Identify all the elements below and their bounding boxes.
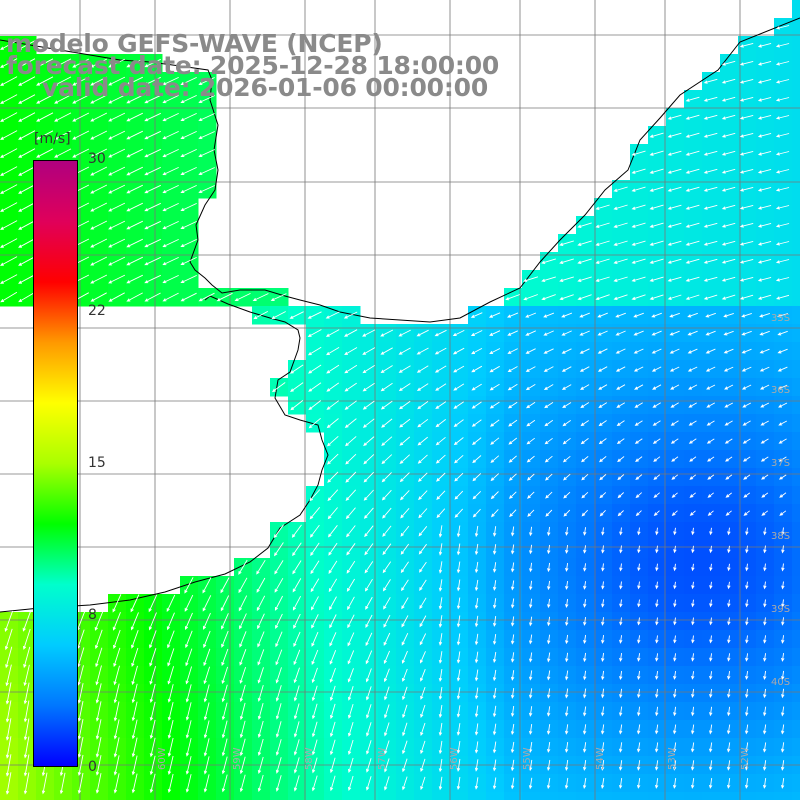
colorbar: [33, 160, 78, 767]
longitude-label: 56W: [449, 747, 460, 770]
longitude-label: 58W: [304, 747, 315, 770]
colorbar-tick-22: 22: [88, 303, 106, 319]
latitude-label: 38S: [771, 531, 790, 542]
colorbar-tick-8: 8: [88, 607, 97, 623]
colorbar-tick-0: 0: [88, 759, 97, 775]
longitude-label: 55W: [522, 747, 533, 770]
latitude-label: 36S: [771, 385, 790, 396]
wind-arrows: [0, 25, 790, 795]
latitude-label: 39S: [771, 604, 790, 615]
longitude-label: 54W: [595, 747, 606, 770]
forecast-date: forecast date: 2025-12-28 18:00:00: [6, 51, 500, 80]
longitude-label: 52W: [740, 747, 751, 770]
longitude-label: 59W: [232, 747, 243, 770]
longitude-label: 57W: [377, 747, 388, 770]
latitude-label: 40S: [771, 677, 790, 688]
latitude-label: 35S: [771, 313, 790, 324]
longitude-label: 60W: [157, 747, 168, 770]
latitude-label: 37S: [771, 458, 790, 469]
longitude-labels: 60W 59W 58W 57W 56W 55W 54W 53W 52W: [157, 747, 751, 770]
coastline: [0, 17, 800, 613]
colorbar-unit: [m/s]: [34, 131, 71, 147]
colorbar-tick-15: 15: [88, 455, 106, 471]
valid-date: valid date: 2026-01-06 00:00:00: [42, 73, 489, 102]
longitude-label: 53W: [667, 747, 678, 770]
model-title: modelo GEFS-WAVE (NCEP): [6, 29, 383, 58]
latitude-labels: 35S 36S 37S 38S 39S 40S: [771, 313, 790, 688]
colorbar-tick-30: 30: [88, 151, 106, 167]
